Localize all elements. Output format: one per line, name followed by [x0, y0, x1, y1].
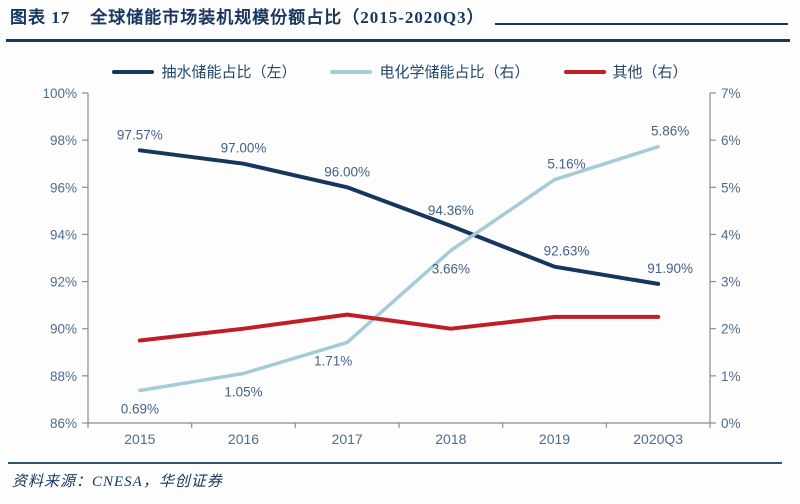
left-tick-label: 86%	[50, 416, 77, 431]
right-tick-label: 7%	[721, 86, 741, 101]
chart-legend: 抽水储能占比（左） 电化学储能占比（右） 其他（右）	[0, 61, 800, 82]
left-tick-label: 88%	[50, 369, 77, 384]
legend-item-0: 抽水储能占比（左）	[112, 61, 296, 82]
data-label: 94.36%	[428, 203, 474, 218]
x-category-label: 2017	[332, 431, 363, 447]
source-note: 资料来源：CNESA，华创证券	[12, 474, 223, 490]
x-category-label: 2018	[435, 431, 466, 447]
legend-swatch-icon	[563, 69, 606, 74]
right-tick-label: 2%	[721, 322, 741, 337]
legend-item-1: 电化学储能占比（右）	[330, 61, 530, 82]
right-tick-label: 4%	[721, 227, 741, 242]
left-tick-label: 90%	[50, 322, 77, 337]
series-line-0	[137, 148, 661, 286]
footer-divider-line	[8, 462, 782, 464]
header-divider-line	[6, 39, 790, 42]
data-label: 91.90%	[647, 261, 693, 276]
legend-swatch-icon	[330, 69, 373, 74]
series-line-1	[138, 144, 660, 393]
chart-canvas: 100% 98% 96% 94% 92% 90% 88% 86% 7% 6% 5% 4% 3% 2% 1% 0…	[42, 86, 741, 447]
data-label: 97.00%	[221, 141, 267, 156]
legend-label: 其他（右）	[612, 64, 688, 81]
left-tick-label: 92%	[50, 275, 77, 290]
x-category-label: 2015	[124, 431, 155, 447]
figure-number-label: 图表 17	[10, 8, 71, 27]
right-tick-label: 3%	[721, 275, 741, 290]
left-tick-label: 96%	[50, 180, 77, 195]
x-category-label: 2016	[228, 431, 259, 447]
data-label: 96.00%	[324, 164, 370, 179]
data-label: 1.05%	[224, 385, 262, 400]
x-category-label: 2019	[539, 431, 570, 447]
left-tick-label: 100%	[42, 86, 77, 101]
legend-swatch-icon	[112, 69, 155, 74]
left-tick-label: 94%	[50, 227, 77, 242]
data-label: 3.66%	[432, 261, 470, 276]
data-label: 5.16%	[547, 157, 585, 172]
data-label: 0.69%	[121, 401, 159, 416]
right-tick-label: 5%	[721, 180, 741, 195]
left-tick-label: 98%	[50, 133, 77, 148]
right-tick-label: 1%	[721, 369, 741, 384]
data-label: 97.57%	[117, 127, 163, 142]
figure-header: 图表 17 全球储能市场装机规模份额占比（2015-2020Q3）	[10, 6, 788, 30]
legend-label: 抽水储能占比（左）	[161, 64, 297, 81]
legend-label: 电化学储能占比（右）	[379, 64, 530, 81]
legend-item-2: 其他（右）	[563, 61, 688, 82]
data-label: 5.86%	[651, 124, 689, 139]
title-rule-line	[494, 23, 788, 25]
right-tick-label: 6%	[721, 133, 741, 148]
series-line-2	[137, 312, 661, 343]
data-label: 1.71%	[314, 353, 352, 368]
figure-title: 全球储能市场装机规模份额占比（2015-2020Q3）	[90, 8, 485, 27]
data-label: 92.63%	[544, 244, 590, 259]
right-tick-label: 0%	[721, 416, 741, 431]
x-category-label: 2020Q3	[633, 431, 683, 447]
